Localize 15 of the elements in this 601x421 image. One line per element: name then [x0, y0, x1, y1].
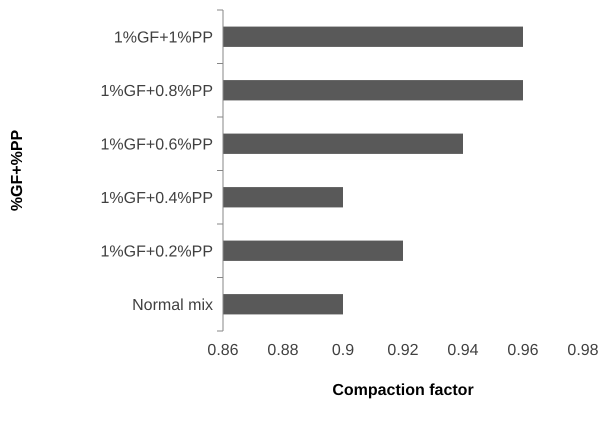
x-tick-label: 0.96 [507, 342, 539, 359]
x-tick-label: 0.94 [447, 342, 479, 359]
x-tick-label: 0.98 [567, 342, 599, 359]
x-tick-label: 0.9 [332, 342, 354, 359]
y-axis-title: %GF+%PP [9, 129, 26, 212]
y-tick-label: Normal mix [132, 296, 213, 314]
y-tick-label: 1%GF+1%PP [114, 29, 213, 46]
x-axis-title: Compaction factor [332, 382, 474, 399]
x-tick-label: 0.88 [267, 342, 299, 359]
y-tick-label: 1%GF+0.8%PP [100, 82, 213, 100]
x-tick-label: 0.92 [387, 342, 419, 359]
y-tick-label: 1%GF+0.2%PP [100, 243, 213, 260]
x-tick-label: 0.86 [207, 342, 239, 359]
y-tick-label: 1%GF+0.6%PP [100, 136, 213, 154]
y-tick-label: 1%GF+0.4%PP [100, 190, 213, 207]
